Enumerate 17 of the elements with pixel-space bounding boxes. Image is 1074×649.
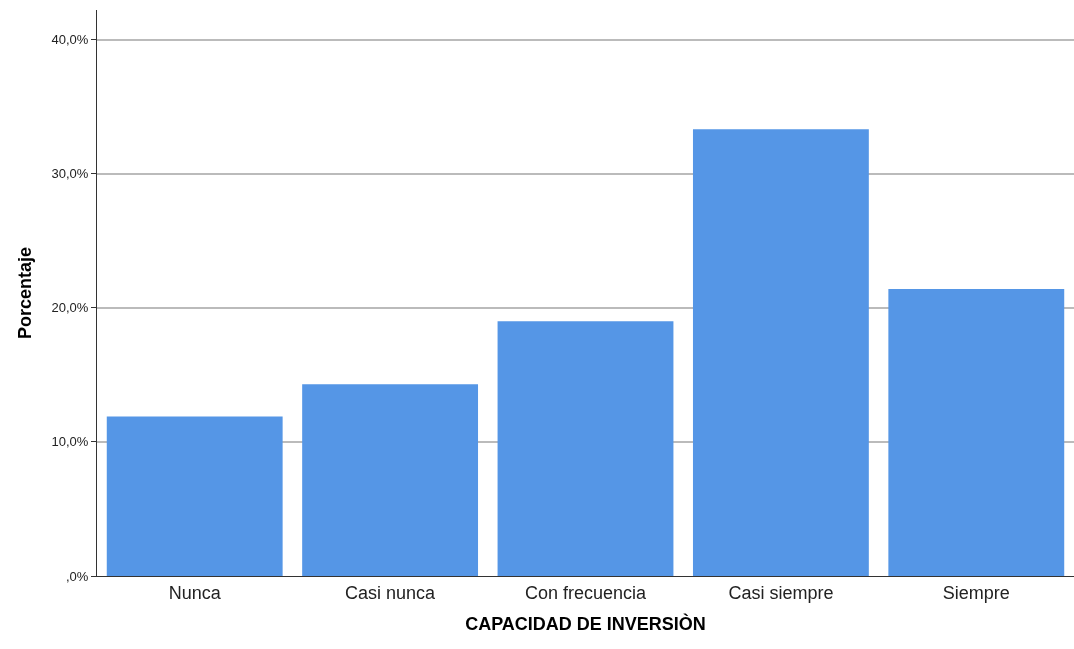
x-tick-label: Nunca — [168, 582, 222, 603]
y-tick-label: 30,0% — [51, 166, 89, 182]
y-tick-label: 40,0% — [51, 32, 89, 48]
bar — [692, 129, 869, 576]
x-tick-label: Siempre — [942, 582, 1010, 603]
x-axis-title: CAPACIDAD DE INVERSIÒN — [465, 612, 706, 634]
y-tick-label: ,0% — [65, 568, 89, 584]
y-tick-label: 10,0% — [51, 434, 89, 450]
bar — [497, 321, 674, 576]
y-axis-title: Porcentaje — [14, 246, 35, 340]
y-tick-label: 20,0% — [51, 300, 89, 316]
bar — [302, 384, 479, 576]
x-tick-label: Casi siempre — [728, 582, 834, 603]
x-tick-label: Con frecuencia — [524, 582, 648, 603]
x-tick-label: Casi nunca — [345, 582, 437, 603]
bar — [888, 288, 1065, 576]
bar — [106, 416, 283, 576]
